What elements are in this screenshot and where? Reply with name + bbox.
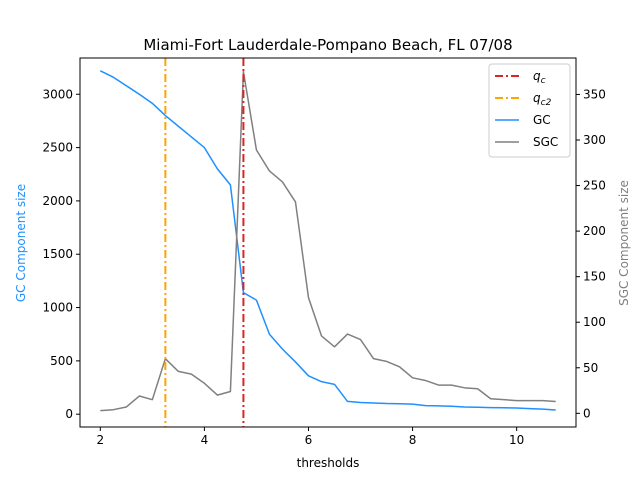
plot-area bbox=[99, 58, 556, 427]
left-y-tick-label: 2000 bbox=[42, 194, 73, 208]
left-y-tick-label: 0 bbox=[65, 407, 73, 421]
right-y-tick-label: 300 bbox=[583, 133, 606, 147]
left-y-tick-label: 1000 bbox=[42, 301, 73, 315]
right-y-tick-label: 0 bbox=[583, 406, 591, 420]
series-line-gc bbox=[99, 70, 556, 411]
x-axis-label: thresholds bbox=[297, 456, 360, 470]
legend-label-sgc: SGC bbox=[533, 135, 558, 149]
legend-box bbox=[488, 63, 571, 158]
x-tick-label: 2 bbox=[96, 433, 104, 447]
right-y-axis-label: SGC Component size bbox=[617, 180, 631, 306]
right-y-tick-label: 100 bbox=[583, 315, 606, 329]
right-y-tick-label: 200 bbox=[583, 224, 606, 238]
left-y-tick-label: 500 bbox=[50, 354, 73, 368]
right-y-tick-label: 350 bbox=[583, 87, 606, 101]
x-tick-label: 6 bbox=[305, 433, 313, 447]
x-tick-label: 8 bbox=[409, 433, 417, 447]
axes-frame bbox=[79, 57, 577, 428]
legend-label-gc: GC bbox=[533, 113, 551, 127]
chart-title: Miami-Fort Lauderdale-Pompano Beach, FL … bbox=[143, 36, 512, 54]
series-line-sgc bbox=[100, 70, 556, 412]
x-tick-label: 4 bbox=[201, 433, 209, 447]
left-y-tick-label: 2500 bbox=[42, 141, 73, 155]
right-y-tick-label: 250 bbox=[583, 179, 606, 193]
legend: qc qc2 GC SGC bbox=[488, 63, 571, 158]
left-y-axis-label: GC Component size bbox=[14, 184, 28, 302]
legend-label-q-c2: qc2 bbox=[533, 91, 552, 108]
x-tick-label: 10 bbox=[509, 433, 524, 447]
right-y-tick-label: 150 bbox=[583, 270, 606, 284]
right-y-tick-label: 50 bbox=[583, 361, 598, 375]
axes: 2 4 6 8 100500100015002000250030000501001502… bbox=[42, 57, 606, 447]
legend-label-q-c: qc bbox=[533, 69, 546, 86]
left-y-tick-label: 3000 bbox=[42, 87, 73, 101]
left-y-tick-label: 1500 bbox=[42, 247, 73, 261]
